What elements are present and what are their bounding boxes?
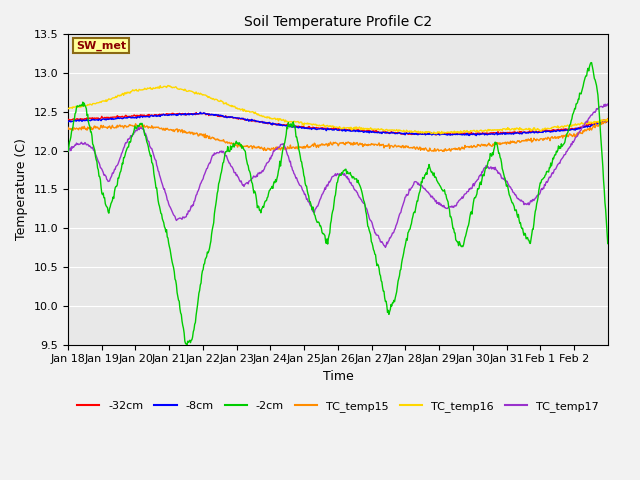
Title: Soil Temperature Profile C2: Soil Temperature Profile C2 — [244, 15, 432, 29]
X-axis label: Time: Time — [323, 370, 353, 383]
Y-axis label: Temperature (C): Temperature (C) — [15, 139, 28, 240]
Text: SW_met: SW_met — [76, 40, 126, 50]
Legend: -32cm, -8cm, -2cm, TC_temp15, TC_temp16, TC_temp17: -32cm, -8cm, -2cm, TC_temp15, TC_temp16,… — [73, 397, 603, 417]
